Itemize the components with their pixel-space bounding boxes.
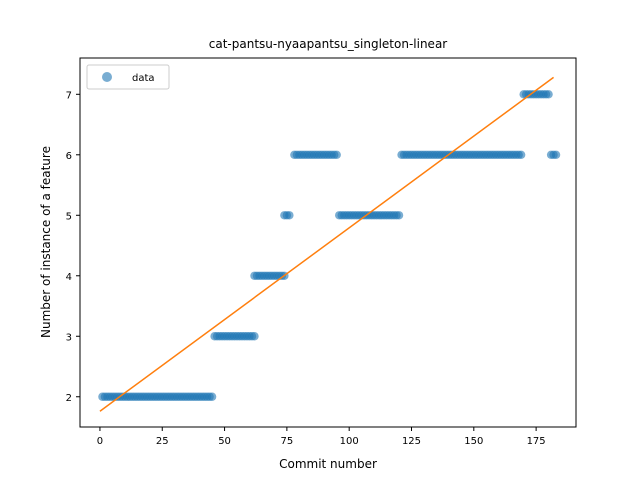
- fit-line: [99, 76, 555, 412]
- x-tick-label: 25: [156, 436, 169, 447]
- x-tick-label: 150: [464, 436, 483, 447]
- legend-box: [86, 64, 170, 90]
- data-point: [516, 150, 526, 159]
- y-tick-label: 6: [66, 151, 72, 162]
- data-point: [332, 150, 341, 159]
- plot-area: [98, 76, 561, 412]
- data-point: [250, 332, 259, 341]
- x-tick-label: 75: [281, 436, 294, 447]
- data-point: [394, 211, 404, 220]
- x-tick-label: 100: [340, 436, 359, 447]
- data-point: [285, 211, 294, 220]
- y-tick-label: 3: [66, 332, 72, 343]
- chart-title: cat-pantsu-nyaapantsu_singleton-linear: [209, 37, 448, 51]
- y-axis: 2 3 4 5 6 7: [66, 90, 80, 404]
- y-tick-label: 2: [66, 393, 72, 404]
- x-tick-label: 50: [218, 436, 231, 447]
- legend: data: [86, 64, 170, 90]
- y-tick-label: 5: [66, 211, 72, 222]
- data-point: [544, 90, 553, 99]
- x-tick-label: 125: [402, 436, 421, 447]
- x-axis: 0 25 50 75 100 125 150 175: [97, 427, 546, 447]
- x-tick-label: 175: [527, 436, 546, 447]
- data-point: [551, 150, 561, 159]
- x-axis-label: Commit number: [279, 457, 377, 471]
- legend-marker: [102, 72, 112, 82]
- x-tick-label: 0: [97, 436, 103, 447]
- legend-label: data: [132, 73, 155, 84]
- data-point: [207, 392, 217, 401]
- y-tick-label: 4: [66, 272, 72, 283]
- y-tick-label: 7: [66, 90, 72, 101]
- y-axis-label: Number of instance of a feature: [39, 146, 53, 338]
- plot-frame: [79, 57, 577, 428]
